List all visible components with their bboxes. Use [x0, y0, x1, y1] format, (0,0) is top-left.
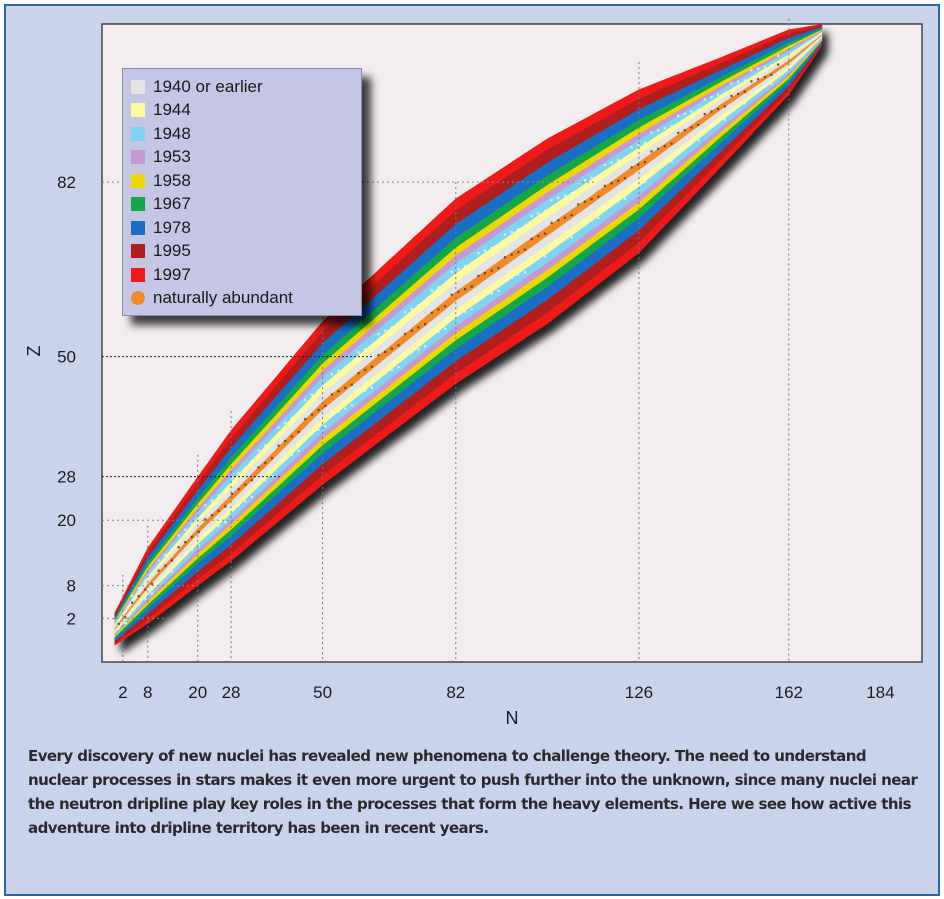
y-tick-label: 8 — [67, 577, 76, 596]
legend-item: 1978 — [131, 216, 361, 240]
y-tick-label: 2 — [67, 609, 76, 628]
legend-swatch — [131, 244, 145, 259]
legend-swatch — [131, 267, 145, 282]
legend-swatch — [131, 150, 145, 165]
legend-label: 1948 — [153, 123, 191, 143]
y-tick-label: 82 — [57, 173, 76, 192]
y-tick-label: 50 — [57, 348, 76, 367]
legend-item: naturally abundant — [131, 287, 361, 311]
x-tick-label: 20 — [188, 683, 207, 702]
legend-item: 1967 — [131, 193, 361, 217]
nuclide-speckles — [117, 54, 780, 630]
x-tick-label: 50 — [313, 683, 332, 702]
legend-swatch — [131, 197, 145, 212]
x-axis-title: N — [506, 708, 519, 728]
legend-item: 1997 — [131, 263, 361, 287]
y-tick-label: 28 — [57, 468, 76, 487]
legend-label: 1978 — [153, 217, 191, 237]
x-tick-label: 8 — [143, 683, 152, 702]
legend: 1940 or earlier 1944 1948 1953 1958 1967 1978 1… — [122, 68, 362, 316]
x-tick-label: 162 — [775, 683, 803, 702]
x-axis-ticks: 2 8 20 28 50 82 126 162 184 — [118, 683, 894, 702]
legend-item: 1944 — [131, 99, 361, 123]
legend-item: 1995 — [131, 240, 361, 264]
figure-caption: Every discovery of new nuclei has reveal… — [28, 747, 918, 837]
legend-label: 1940 or earlier — [153, 76, 263, 96]
legend-swatch — [131, 291, 145, 306]
legend-label: 1967 — [153, 194, 191, 214]
nuclide-band — [114, 24, 829, 654]
legend-label: 1997 — [153, 264, 191, 284]
x-tick-label: 2 — [118, 683, 127, 702]
legend-swatch — [131, 103, 145, 118]
magic-number-gridlines — [102, 18, 790, 662]
x-tick-label: 126 — [625, 683, 653, 702]
y-axis-title: Z — [24, 346, 44, 357]
legend-item: 1940 or earlier — [131, 75, 361, 99]
x-tick-label: 28 — [222, 683, 241, 702]
legend-label: 1953 — [153, 147, 191, 167]
legend-swatch — [131, 79, 145, 94]
legend-item: 1948 — [131, 122, 361, 146]
figure-panel: 2 8 20 28 50 82 126 162 184 2 8 20 28 50 82 N Z 1940 … — [4, 4, 940, 896]
legend-label: 1958 — [153, 170, 191, 190]
x-tick-label: 184 — [866, 683, 894, 702]
legend-label: 1995 — [153, 241, 191, 261]
legend-swatch — [131, 173, 145, 188]
legend-label: 1944 — [153, 100, 191, 120]
legend-item: 1958 — [131, 169, 361, 193]
legend-label: naturally abundant — [153, 288, 293, 308]
legend-item: 1953 — [131, 146, 361, 170]
legend-swatch — [131, 220, 145, 235]
legend-swatch — [131, 126, 145, 141]
x-tick-label: 82 — [446, 683, 465, 702]
y-tick-label: 20 — [57, 511, 76, 530]
